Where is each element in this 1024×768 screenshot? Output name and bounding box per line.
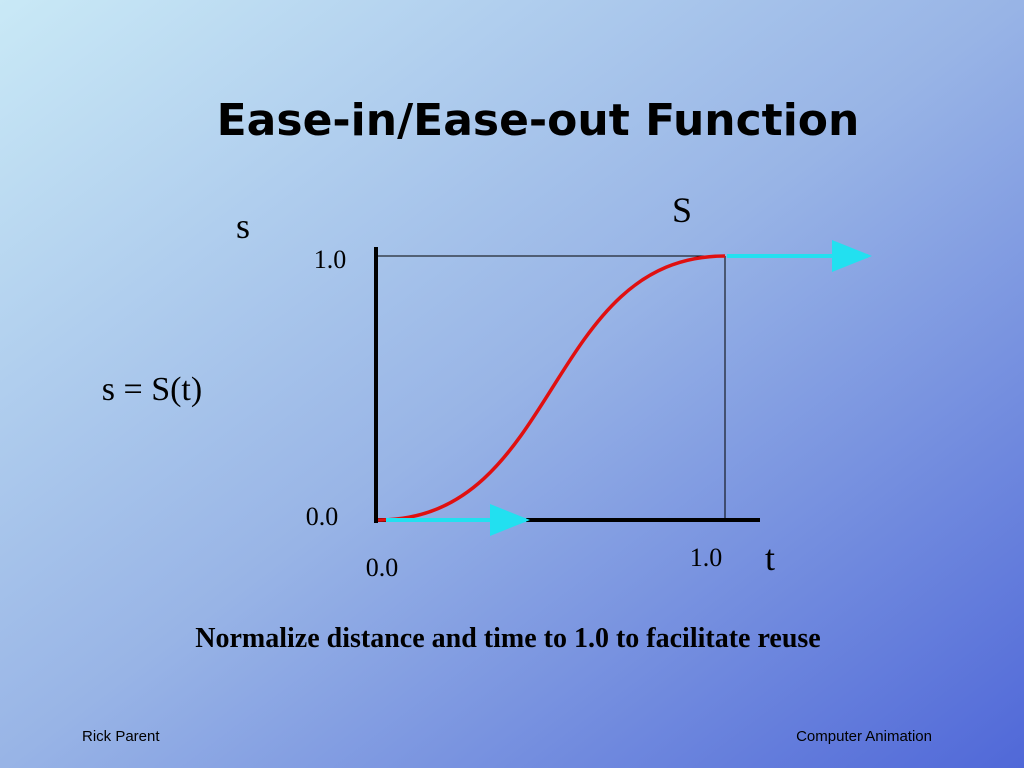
x-axis-label: t [765, 538, 775, 578]
y-max-label: 1.0 [314, 245, 347, 274]
footer-left: Rick Parent [82, 728, 160, 745]
x-min-label: 0.0 [366, 553, 399, 582]
footer-right: Computer Animation [796, 728, 932, 745]
ease-curve [377, 254, 726, 522]
curve-label: S [672, 190, 692, 230]
caption: Normalize distance and time to 1.0 to fa… [195, 623, 820, 654]
y-min-label: 0.0 [306, 502, 339, 531]
x-max-label: 1.0 [690, 543, 723, 572]
slide-title: Ease-in/Ease-out Function [217, 95, 860, 146]
y-axis-label: s [236, 206, 250, 246]
equation: s = S(t) [102, 371, 202, 408]
